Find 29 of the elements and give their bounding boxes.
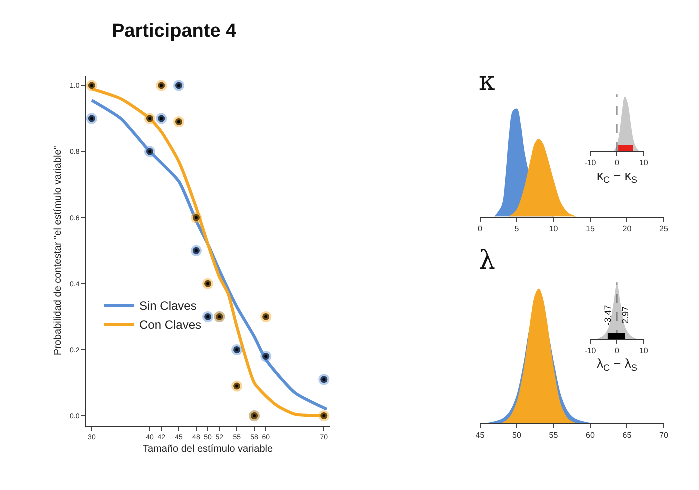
annotation: 2.97 <box>620 306 630 324</box>
x-tick-label: 45 <box>476 431 486 440</box>
x-axis-title: λ$_{C}$ − λ$_{S}$ <box>596 356 638 373</box>
x-tick-label: 65 <box>622 431 632 440</box>
x-tick-label: 25 <box>660 224 669 234</box>
y-axis-title: Probabilidad de contestar "el estímulo variable" <box>53 146 64 356</box>
x-tick-label: 60 <box>586 431 596 440</box>
x-tick-label: 15 <box>586 224 596 234</box>
x-tick-label: 0 <box>478 224 484 234</box>
x-tick-label: 10 <box>549 224 559 234</box>
legend-label: Con Claves <box>140 318 202 332</box>
x-axis-title: κ$_{C}$ − κ$_{S}$ <box>596 168 638 185</box>
chart-title: κ <box>479 67 496 97</box>
x-tick-label: 20 <box>622 224 632 234</box>
chart-title: λ <box>479 246 496 276</box>
chart-title: Participante 4 <box>112 21 238 42</box>
annotation: -3.47 <box>603 305 614 326</box>
x-tick-label: 55 <box>549 431 559 440</box>
x-tick-label: 10 <box>639 346 649 356</box>
x-tick-label: 0 <box>614 346 620 356</box>
x-tick-label: -10 <box>584 158 597 168</box>
x-tick-label: 0 <box>614 158 620 168</box>
x-axis-title: Tamaño del estímulo variable <box>143 444 274 455</box>
x-tick-label: 70 <box>660 431 669 440</box>
x-tick-label: 5 <box>514 224 520 234</box>
x-tick-label: 10 <box>639 158 649 168</box>
legend-label: Sin Claves <box>140 299 197 314</box>
x-tick-label: 50 <box>512 431 522 440</box>
x-tick-label: -10 <box>584 346 597 356</box>
